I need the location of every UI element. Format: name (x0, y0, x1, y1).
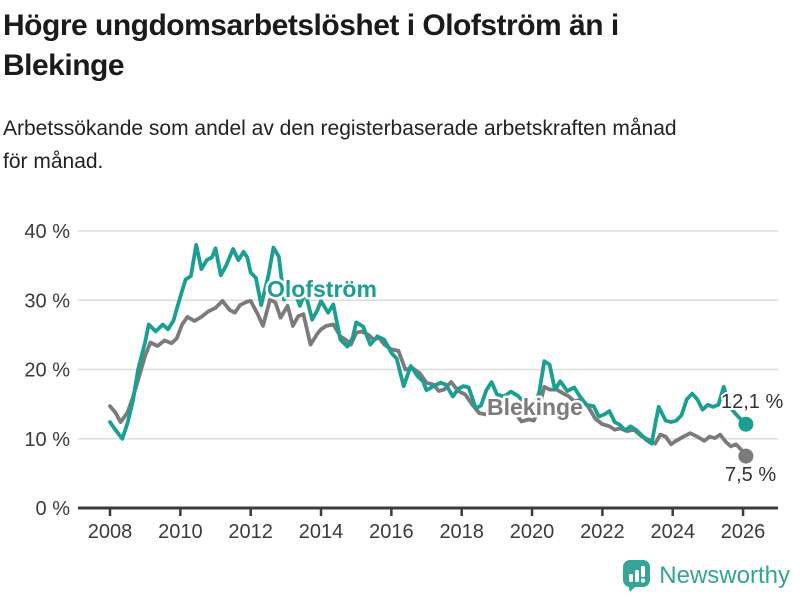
x-tick-label: 2022 (580, 521, 625, 543)
x-tick-label: 2016 (369, 521, 414, 543)
y-tick-label: 30 % (24, 290, 70, 312)
page-title-line2: Blekinge (3, 49, 125, 82)
page-title: Högre ungdomsarbetslöshet i Olofström än… (3, 6, 703, 86)
y-tick-label: 0 % (36, 498, 71, 520)
newsworthy-wordmark: Newsworthy (659, 562, 790, 589)
newsworthy-logo[interactable]: Newsworthy (622, 560, 790, 592)
x-tick-label: 2024 (650, 521, 695, 543)
page-subtitle: Arbetssökande som andel av den registerb… (3, 112, 723, 178)
end-value-label-blekinge: 7,5 % (725, 464, 776, 486)
x-tick-label: 2026 (721, 521, 766, 543)
x-tick-label: 2008 (88, 521, 133, 543)
end-value-label-olofstrom: 12,1 % (721, 391, 783, 413)
y-tick-label: 40 % (24, 221, 70, 243)
x-tick-label: 2018 (439, 521, 484, 543)
newsworthy-icon (623, 560, 651, 592)
page-subtitle-line1: Arbetssökande som andel av den registerb… (3, 117, 677, 140)
x-tick-label: 2014 (299, 521, 344, 543)
series-label-olofstrom: Olofström (267, 276, 377, 302)
series-end-dot-olofstrom (738, 416, 754, 432)
page-subtitle-line2: för månad. (3, 150, 104, 173)
y-tick-label: 20 % (24, 360, 70, 382)
page-title-line1: Högre ungdomsarbetslöshet i Olofström än… (3, 9, 619, 42)
x-tick-label: 2010 (158, 521, 203, 543)
series-end-dot-blekinge (738, 448, 754, 464)
x-tick-label: 2012 (228, 521, 273, 543)
series-line-olofstrom (108, 242, 748, 446)
y-tick-label: 10 % (24, 429, 70, 451)
series-label-blekinge: Blekinge (487, 394, 583, 420)
x-tick-label: 2020 (510, 521, 555, 543)
series-line-blekinge (108, 297, 748, 459)
